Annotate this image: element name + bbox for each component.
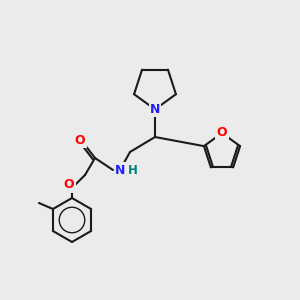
Text: O: O — [217, 127, 227, 140]
Text: N: N — [150, 103, 160, 116]
Text: O: O — [64, 178, 74, 191]
Text: O: O — [75, 134, 85, 146]
Text: N: N — [115, 164, 125, 176]
Text: H: H — [128, 164, 138, 176]
